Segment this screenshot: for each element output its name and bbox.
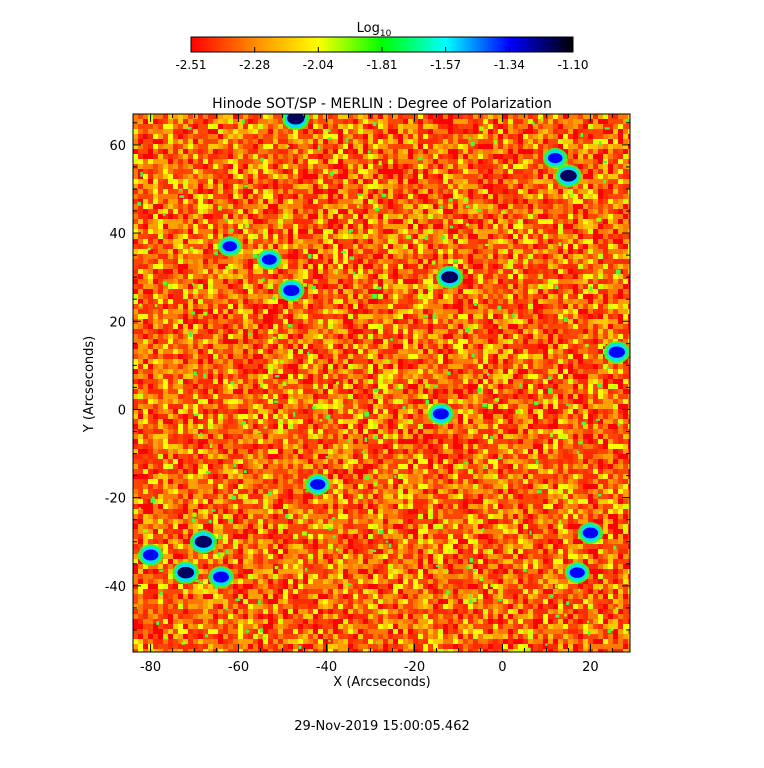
x-tick-label: -20 (404, 660, 425, 675)
y-tick-label: 40 (109, 227, 126, 242)
x-tick-label: -40 (316, 660, 337, 675)
polarization-hotspot (189, 530, 218, 554)
polarization-hotspot (208, 566, 234, 588)
y-axis: -40 -20 0 20 40 60 (105, 122, 630, 631)
y-tick-label: -20 (105, 492, 126, 507)
x-tick-label: -80 (140, 660, 161, 675)
polarization-hotspot (564, 562, 590, 584)
colorbar-tick-label: -2.28 (239, 58, 270, 72)
y-tick-label: 0 (118, 403, 126, 418)
heatmap-hotspots (137, 114, 630, 588)
polarization-hotspot (577, 522, 604, 544)
x-axis-label: X (Arcseconds) (333, 675, 430, 690)
polarization-hotspot (603, 341, 630, 364)
colorbar-tick-label: -1.34 (494, 58, 525, 72)
x-axis: -80 -60 -40 -20 0 20 (140, 114, 613, 675)
colorbar-label: Log10 (357, 21, 392, 39)
colorbar-tick-label: -1.57 (430, 58, 461, 72)
polarization-hotspot (555, 164, 582, 188)
polarization-hotspot (137, 544, 164, 566)
y-axis-label: Y (Arcseconds) (82, 336, 97, 433)
colorbar-tick-label: -2.04 (303, 58, 334, 72)
timestamp: 29-Nov-2019 15:00:05.462 (294, 719, 470, 734)
polarization-hotspot (217, 236, 242, 257)
polarization-hotspot (543, 147, 568, 169)
heatmap-texture (133, 114, 630, 652)
polarization-hotspot (305, 473, 331, 496)
x-tick-label: 20 (582, 660, 599, 675)
polarization-hotspot (427, 402, 454, 425)
colorbar-tick-label: -2.51 (175, 58, 206, 72)
polarization-hotspot (282, 114, 310, 131)
x-tick-label: -60 (228, 660, 249, 675)
x-tick-label: 0 (498, 660, 506, 675)
chart-title: Hinode SOT/SP - MERLIN : Degree of Polar… (212, 96, 552, 112)
y-tick-label: 60 (109, 139, 126, 154)
polarization-hotspot (172, 561, 200, 584)
y-tick-label: 20 (109, 315, 126, 330)
colorbar-tick-label: -1.81 (366, 58, 397, 72)
plot-frame (132, 113, 631, 653)
polarization-hotspot (256, 249, 282, 270)
colorbar-tick-label: -1.10 (557, 58, 588, 72)
heatmap-area (133, 114, 630, 652)
polarization-hotspot (436, 265, 464, 289)
colorbar-ticks: -2.51 -2.28 -2.04 -1.81 -1.57 -1.34 -1.10 (175, 47, 589, 72)
y-tick-label: -40 (105, 580, 126, 595)
polarization-hotspot (278, 279, 305, 302)
